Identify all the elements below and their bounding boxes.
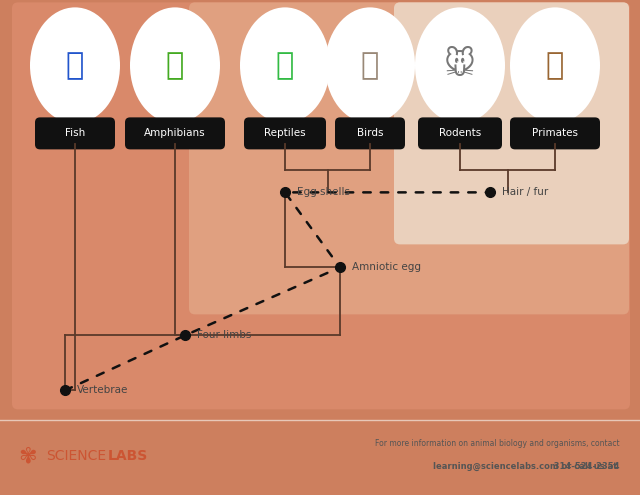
Text: Primates: Primates [532, 128, 578, 139]
FancyBboxPatch shape [335, 117, 405, 149]
Text: Reptiles: Reptiles [264, 128, 306, 139]
Text: Rodents: Rodents [439, 128, 481, 139]
Text: Four limbs: Four limbs [197, 330, 252, 341]
Text: Amniotic egg: Amniotic egg [352, 262, 421, 272]
Text: Amphibians: Amphibians [144, 128, 206, 139]
Ellipse shape [130, 7, 220, 123]
Text: Egg shells: Egg shells [297, 188, 350, 198]
Ellipse shape [30, 7, 120, 123]
Text: 🦎: 🦎 [276, 51, 294, 80]
Ellipse shape [325, 7, 415, 123]
FancyBboxPatch shape [125, 117, 225, 149]
Text: 🐟: 🐟 [66, 51, 84, 80]
Ellipse shape [415, 7, 505, 123]
Text: learning@sciencelabs.com or call us at: learning@sciencelabs.com or call us at [433, 462, 620, 471]
Text: Fish: Fish [65, 128, 85, 139]
FancyBboxPatch shape [394, 2, 629, 245]
FancyBboxPatch shape [189, 2, 629, 314]
Text: For more information on animal biology and organisms, contact: For more information on animal biology a… [376, 440, 620, 448]
Text: 🐸: 🐸 [166, 51, 184, 80]
Text: 🐭: 🐭 [444, 50, 476, 80]
Text: 314-524-2354: 314-524-2354 [410, 462, 620, 471]
Text: Hair / fur: Hair / fur [502, 188, 548, 198]
Text: 🦢: 🦢 [361, 51, 379, 80]
FancyBboxPatch shape [510, 117, 600, 149]
Text: LABS: LABS [108, 449, 148, 463]
Text: Vertebrae: Vertebrae [77, 386, 129, 396]
Text: SCIENCE: SCIENCE [46, 449, 106, 463]
Text: 🐒: 🐒 [546, 51, 564, 80]
FancyBboxPatch shape [244, 117, 326, 149]
FancyBboxPatch shape [35, 117, 115, 149]
FancyBboxPatch shape [418, 117, 502, 149]
Ellipse shape [240, 7, 330, 123]
Ellipse shape [510, 7, 600, 123]
FancyBboxPatch shape [12, 2, 630, 409]
Text: ✾: ✾ [19, 446, 37, 466]
Text: Birds: Birds [356, 128, 383, 139]
